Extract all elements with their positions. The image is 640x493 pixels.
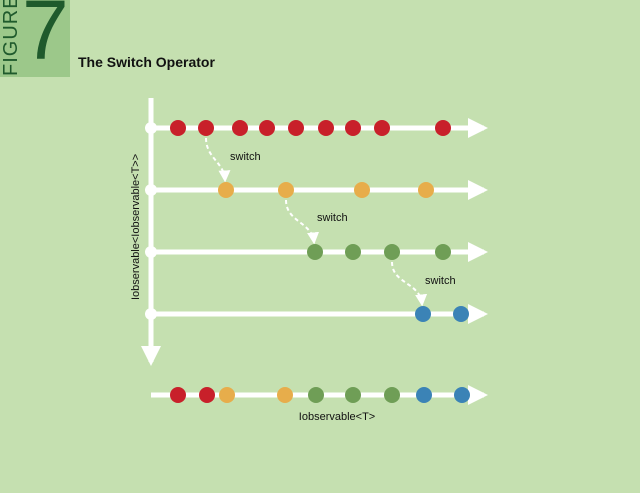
event-marble-r8 xyxy=(374,120,390,136)
switch-label-2: switch xyxy=(317,212,348,224)
event-marble-g4 xyxy=(435,244,451,260)
event-marble-b1 xyxy=(415,306,431,322)
outer-observable-label: Iobservable<Iobservable<T>> xyxy=(130,154,142,300)
event-marble-o4 xyxy=(418,182,434,198)
switch-arrow-3 xyxy=(391,261,428,307)
event-marble-r6 xyxy=(318,120,334,136)
result-marble-8 xyxy=(416,387,432,403)
event-marble-r4 xyxy=(259,120,275,136)
figure-badge: FIGURE 7 xyxy=(0,0,70,77)
stream-origin-1 xyxy=(145,122,157,134)
result-marble-6 xyxy=(345,387,361,403)
result-marble-3 xyxy=(219,387,235,403)
event-marble-b2 xyxy=(453,306,469,322)
stream-origin-2 xyxy=(145,184,157,196)
switch-arrow-1 xyxy=(205,137,231,183)
event-marble-r3 xyxy=(232,120,248,136)
event-marble-r1 xyxy=(170,120,186,136)
result-marble-9 xyxy=(454,387,470,403)
event-marble-g2 xyxy=(345,244,361,260)
event-marble-r9 xyxy=(435,120,451,136)
figure-title: The Switch Operator xyxy=(78,54,215,70)
result-marble-4 xyxy=(277,387,293,403)
event-marble-g3 xyxy=(384,244,400,260)
event-marble-o3 xyxy=(354,182,370,198)
event-marble-g1 xyxy=(307,244,323,260)
switch-label-1: switch xyxy=(230,151,261,163)
event-marble-o1 xyxy=(218,182,234,198)
switch-label-3: switch xyxy=(425,275,456,287)
result-marble-5 xyxy=(308,387,324,403)
event-marble-r5 xyxy=(288,120,304,136)
result-marble-2 xyxy=(199,387,215,403)
event-marble-r7 xyxy=(345,120,361,136)
stream-origin-4 xyxy=(145,308,157,320)
stream-origin-3 xyxy=(145,246,157,258)
event-marble-r2 xyxy=(198,120,214,136)
result-marble-1 xyxy=(170,387,186,403)
event-marble-o2 xyxy=(278,182,294,198)
result-observable-label: Iobservable<T> xyxy=(299,411,375,423)
result-marble-7 xyxy=(384,387,400,403)
figure-number: 7 xyxy=(22,0,69,77)
switch-arrow-2 xyxy=(285,199,320,245)
